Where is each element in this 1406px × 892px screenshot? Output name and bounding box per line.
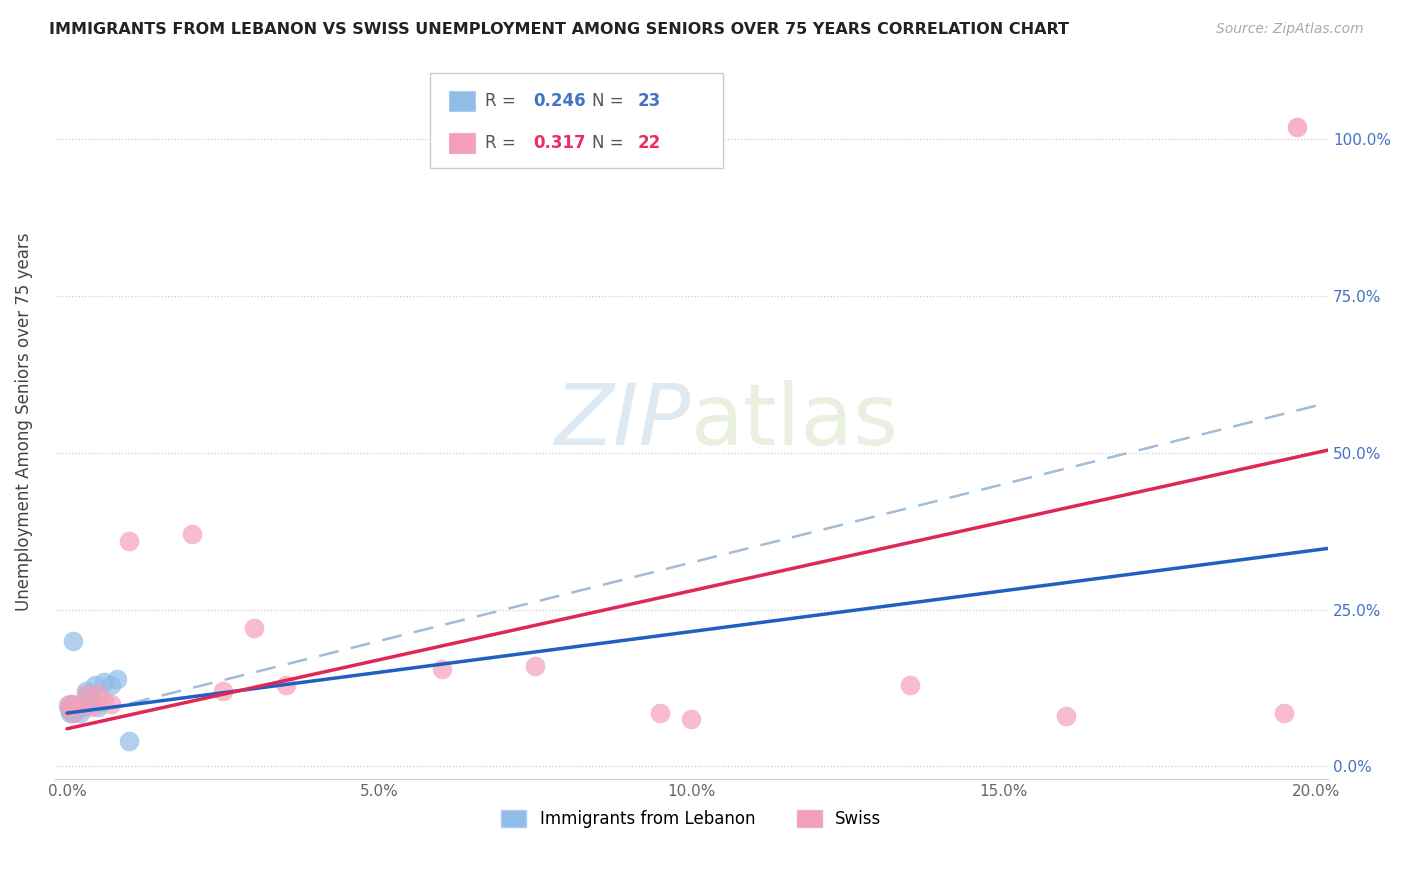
Point	[105, 672, 128, 686]
Text: N =: N =	[592, 92, 628, 111]
Legend: Immigrants from Lebanon, Swiss: Immigrants from Lebanon, Swiss	[495, 804, 889, 835]
Point	[93, 693, 115, 707]
Point	[1285, 120, 1308, 134]
Text: atlas: atlas	[692, 380, 900, 463]
Point	[62, 706, 84, 720]
Y-axis label: Unemployment Among Seniors over 75 years: Unemployment Among Seniors over 75 years	[15, 232, 32, 611]
FancyBboxPatch shape	[430, 73, 723, 168]
Point	[65, 703, 87, 717]
Point	[72, 699, 94, 714]
Point	[58, 701, 80, 715]
Point	[75, 684, 97, 698]
Text: R =: R =	[485, 92, 522, 111]
Point	[118, 734, 141, 748]
Point	[62, 706, 84, 720]
Point	[75, 687, 97, 701]
Text: R =: R =	[485, 134, 522, 152]
Point	[69, 699, 91, 714]
Point	[80, 687, 103, 701]
FancyBboxPatch shape	[450, 91, 475, 112]
Point	[898, 678, 921, 692]
Point	[681, 712, 703, 726]
Point	[58, 699, 80, 714]
Point	[118, 533, 141, 548]
Point	[100, 678, 122, 692]
Text: N =: N =	[592, 134, 628, 152]
Point	[84, 678, 107, 692]
Point	[212, 684, 235, 698]
Point	[87, 699, 110, 714]
Point	[58, 698, 80, 712]
Point	[69, 706, 91, 720]
Point	[180, 527, 202, 541]
Text: IMMIGRANTS FROM LEBANON VS SWISS UNEMPLOYMENT AMONG SENIORS OVER 75 YEARS CORREL: IMMIGRANTS FROM LEBANON VS SWISS UNEMPLO…	[49, 22, 1069, 37]
Point	[59, 699, 82, 714]
Point	[100, 697, 122, 711]
FancyBboxPatch shape	[450, 133, 475, 153]
Point	[1054, 709, 1077, 723]
Point	[80, 699, 103, 714]
Point	[274, 678, 297, 692]
Text: 0.246: 0.246	[533, 92, 586, 111]
Point	[59, 697, 82, 711]
Point	[75, 697, 97, 711]
Point	[77, 687, 100, 701]
Point	[93, 674, 115, 689]
Point	[60, 697, 83, 711]
Point	[1274, 706, 1296, 720]
Point	[59, 703, 82, 717]
Point	[430, 662, 453, 676]
Text: 22: 22	[638, 134, 661, 152]
Point	[87, 687, 110, 701]
Text: ZIP: ZIP	[555, 380, 692, 463]
Point	[63, 699, 86, 714]
Point	[65, 703, 87, 717]
Point	[650, 706, 672, 720]
Text: 23: 23	[638, 92, 661, 111]
Point	[243, 622, 266, 636]
Point	[69, 697, 91, 711]
Point	[58, 706, 80, 720]
Point	[524, 659, 547, 673]
Text: Source: ZipAtlas.com: Source: ZipAtlas.com	[1216, 22, 1364, 37]
Text: 0.317: 0.317	[533, 134, 586, 152]
Point	[62, 634, 84, 648]
